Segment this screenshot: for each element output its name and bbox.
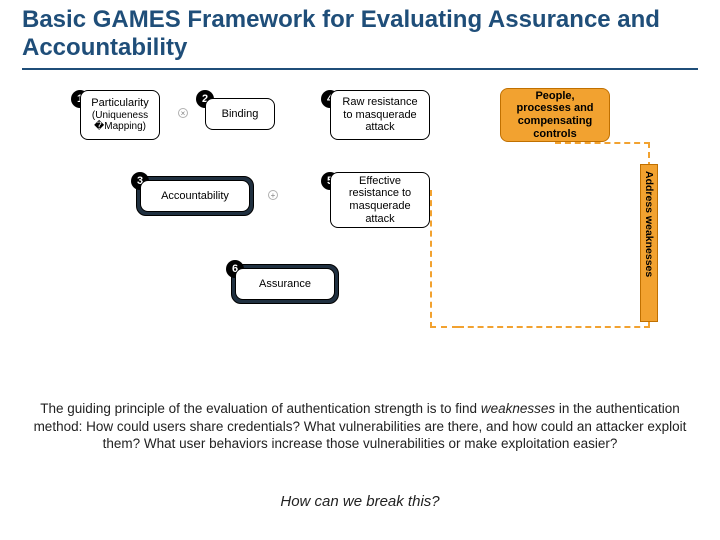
node-accountability: Accountability bbox=[140, 180, 250, 212]
diagram-area: 1 Particularity (Uniqueness �Mapping) × … bbox=[0, 80, 720, 390]
page-title: Basic GAMES Framework for Evaluating Ass… bbox=[22, 6, 698, 61]
node-3-line-0: Accountability bbox=[161, 190, 229, 203]
node-effective-resistance: Effective resistance to masquerade attac… bbox=[330, 172, 430, 228]
node-particularity: Particularity (Uniqueness �Mapping) bbox=[80, 90, 160, 140]
node-1-line-1: (Uniqueness �Mapping) bbox=[87, 110, 153, 133]
node-1-line-0: Particularity bbox=[91, 97, 148, 110]
feedback-loop-dashed-top bbox=[555, 142, 650, 144]
closing-question: How can we break this? bbox=[30, 492, 690, 512]
guiding-principle-text: The guiding principle of the evaluation … bbox=[30, 400, 690, 453]
node-binding: Binding bbox=[205, 98, 275, 130]
node-2-line-0: Binding bbox=[222, 108, 259, 121]
body-text-before: The guiding principle of the evaluation … bbox=[40, 401, 481, 416]
connector-1-2: × bbox=[178, 108, 188, 118]
node-people-processes-controls: People, processes and compensating contr… bbox=[500, 88, 610, 142]
address-weaknesses-label: Address weaknesses bbox=[640, 164, 658, 322]
node-4-line-0: Raw resistance to masquerade attack bbox=[337, 96, 423, 134]
node-assurance: Assurance bbox=[235, 268, 335, 300]
feedback-loop-dashed-left bbox=[430, 190, 458, 328]
feedback-loop-dashed bbox=[458, 142, 650, 328]
node-ppc-line-0: People, processes and compensating contr… bbox=[507, 90, 603, 141]
node-raw-resistance: Raw resistance to masquerade attack bbox=[330, 90, 430, 140]
connector-3-plus: + bbox=[268, 190, 278, 200]
node-6-line-0: Assurance bbox=[259, 278, 311, 291]
body-emphasis: weaknesses bbox=[481, 401, 555, 416]
node-5-line-0: Effective resistance to masquerade attac… bbox=[337, 175, 423, 226]
title-underline bbox=[22, 68, 698, 70]
